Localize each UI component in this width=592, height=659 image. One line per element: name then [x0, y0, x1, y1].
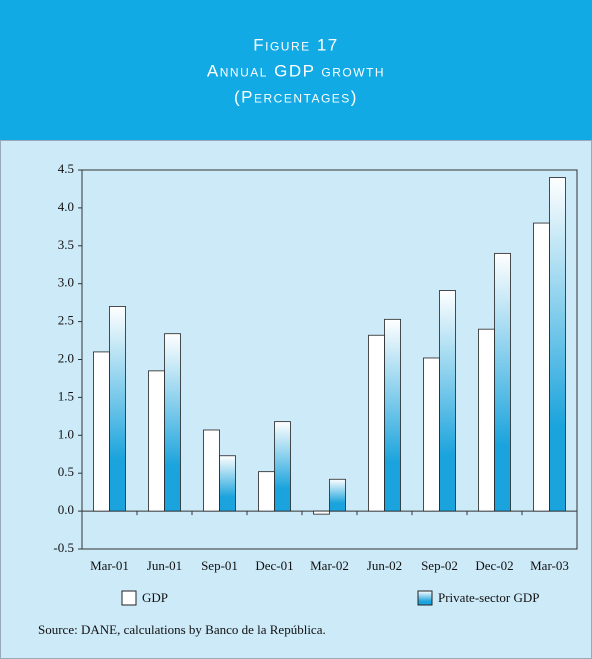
bar	[219, 455, 236, 512]
bar	[148, 370, 165, 512]
y-tick-label: 2.5	[58, 313, 74, 328]
bar	[533, 222, 550, 512]
y-tick-label: 0.5	[58, 464, 74, 479]
x-tick-label: Mar-01	[90, 558, 129, 573]
legend-swatch	[121, 590, 137, 606]
bar	[478, 328, 495, 512]
bar	[494, 252, 511, 512]
bar	[109, 306, 126, 512]
source-note: Source: DANE, calculations by Banco de l…	[38, 622, 326, 637]
x-tick-label: Mar-02	[310, 558, 349, 573]
y-tick-label: 4.5	[58, 161, 74, 176]
x-tick-label: Dec-02	[475, 558, 513, 573]
bar	[368, 334, 385, 512]
chart-subtitle: Annual GDP growth	[207, 61, 385, 80]
x-tick-label: Sep-02	[421, 558, 458, 573]
unit-note: (Percentages)	[234, 87, 358, 106]
x-tick-label: Sep-01	[201, 558, 238, 573]
x-tick-label: Jun-02	[367, 558, 402, 573]
bar	[93, 351, 110, 512]
bar	[164, 333, 181, 512]
x-tick-label: Mar-03	[530, 558, 569, 573]
y-tick-label: 1.5	[58, 388, 74, 403]
y-tick-label: -0.5	[53, 540, 74, 555]
bar	[258, 471, 275, 512]
bar	[313, 510, 330, 515]
x-tick-label: Jun-01	[147, 558, 182, 573]
y-tick-label: 3.0	[58, 275, 74, 290]
bar	[384, 318, 401, 512]
bar	[203, 429, 220, 512]
legend-label: GDP	[142, 590, 168, 605]
chart-title: Figure 17	[253, 35, 339, 54]
x-tick-label: Dec-01	[255, 558, 293, 573]
legend-label: Private-sector GDP	[438, 590, 539, 605]
legend-swatch	[417, 590, 433, 606]
bar	[549, 177, 566, 512]
bar	[439, 290, 456, 512]
y-tick-label: 4.0	[58, 199, 74, 214]
bar	[423, 357, 440, 512]
y-tick-label: 3.5	[58, 237, 74, 252]
header-band	[0, 0, 592, 140]
bar	[274, 421, 291, 512]
y-tick-label: 1.0	[58, 426, 74, 441]
bar	[329, 478, 346, 512]
y-tick-label: 2.0	[58, 350, 74, 365]
y-tick-label: 0.0	[58, 502, 74, 517]
